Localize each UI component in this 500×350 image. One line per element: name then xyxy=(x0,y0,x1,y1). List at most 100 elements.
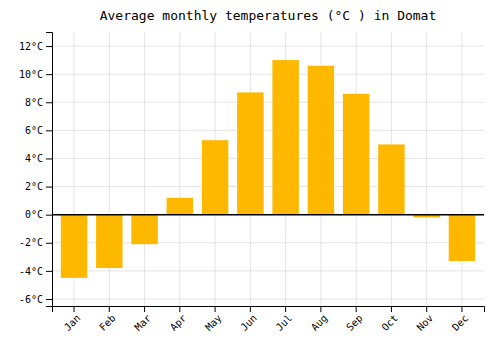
x-tick: Jul xyxy=(274,306,295,333)
y-tick-label: -2°C xyxy=(19,237,43,248)
y-tick-mark xyxy=(46,74,52,75)
y-tick-mark xyxy=(46,243,52,244)
x-tick: May xyxy=(203,306,224,333)
y-tick-label: 4°C xyxy=(25,153,43,164)
x-grid-line xyxy=(426,32,427,306)
y-tick-label: 10°C xyxy=(19,69,43,80)
x-tick: Mar xyxy=(133,306,154,333)
x-tick-mark xyxy=(391,306,392,312)
x-tick-label: Apr xyxy=(168,312,189,333)
x-tick-mark xyxy=(215,306,216,312)
x-tick-label: Sep xyxy=(344,312,365,333)
bar xyxy=(202,140,228,214)
x-axis: Jan Feb Mar Apr May Jun Jul Aug Sep Oct Nov Dec xyxy=(53,306,485,333)
chart: -6°C -4°C -2°C 0°C 2°C 4°C 6°C 8°C 10°C 12°C Jan Fe… xyxy=(0,0,500,350)
y-tick: 6°C xyxy=(25,125,52,136)
x-tick-label: Jun xyxy=(238,312,259,333)
y-axis: -6°C -4°C -2°C 0°C 2°C 4°C 6°C 8°C 10°C 12°C xyxy=(19,33,53,307)
x-grid-line xyxy=(461,32,462,306)
y-tick: 0°C xyxy=(25,209,52,220)
y-grid-line xyxy=(52,186,484,187)
y-tick: 4°C xyxy=(25,153,52,164)
y-tick-mark xyxy=(46,46,52,47)
y-grid-line xyxy=(52,74,484,75)
y-tick-label: 8°C xyxy=(25,97,43,108)
x-tick-mark xyxy=(144,306,145,312)
x-tick-label: Feb xyxy=(97,312,118,333)
x-tick-label: Nov xyxy=(415,312,436,333)
x-tick: Jan xyxy=(62,306,83,333)
y-tick-mark xyxy=(46,130,52,131)
x-tick-mark xyxy=(356,306,357,312)
x-tick-mark xyxy=(461,306,462,312)
y-tick: 8°C xyxy=(25,97,52,108)
plot: -6°C -4°C -2°C 0°C 2°C 4°C 6°C 8°C 10°C 12°C Jan Fe… xyxy=(19,32,485,333)
y-tick-label: -4°C xyxy=(19,266,43,277)
x-tick-mark xyxy=(426,306,427,312)
y-tick: -4°C xyxy=(19,266,52,277)
y-tick-mark xyxy=(46,299,52,300)
y-grid-line xyxy=(52,214,484,215)
y-tick: -6°C xyxy=(19,294,52,305)
x-tick-mark xyxy=(320,306,321,312)
zero-line xyxy=(52,214,484,216)
bar xyxy=(237,92,263,214)
y-tick-mark xyxy=(46,102,52,103)
y-tick-mark xyxy=(46,158,52,159)
y-tick-label: 12°C xyxy=(19,41,43,52)
x-tick-mark xyxy=(109,306,110,312)
x-axis-line xyxy=(53,307,485,313)
y-tick-label: 0°C xyxy=(25,209,43,220)
x-tick: Oct xyxy=(379,306,400,333)
x-tick: Apr xyxy=(168,306,189,333)
y-tick: 12°C xyxy=(19,41,52,52)
x-tick: Sep xyxy=(344,306,365,333)
y-grid-line xyxy=(52,130,484,131)
y-tick-mark xyxy=(46,187,52,188)
y-grid-line xyxy=(52,158,484,159)
x-tick-label: Jul xyxy=(274,312,295,333)
x-tick-mark xyxy=(74,306,75,312)
x-tick: Aug xyxy=(309,306,330,333)
y-tick: -2°C xyxy=(19,237,52,248)
x-grid-line xyxy=(179,32,180,306)
bars xyxy=(61,60,475,278)
y-tick-mark xyxy=(46,271,52,272)
y-grid-line xyxy=(52,298,484,299)
x-tick: Dec xyxy=(450,306,471,333)
y-grid-line xyxy=(52,102,484,103)
y-tick-label: -6°C xyxy=(19,294,43,305)
x-tick-label: May xyxy=(203,312,224,333)
bar xyxy=(378,144,404,214)
y-axis-line xyxy=(46,33,53,307)
bar xyxy=(167,198,193,215)
x-tick-mark xyxy=(285,306,286,312)
bar xyxy=(61,215,87,278)
bar xyxy=(449,215,475,261)
y-grid-line xyxy=(52,46,484,47)
x-tick: Jun xyxy=(238,306,259,333)
x-tick-mark xyxy=(179,306,180,312)
x-tick-label: Dec xyxy=(450,312,471,333)
x-tick-label: Jan xyxy=(62,312,83,333)
y-tick-mark xyxy=(46,215,52,216)
title: Average monthly temperatures (°C ) in Do… xyxy=(100,8,437,23)
bar xyxy=(131,215,157,245)
x-grid-line xyxy=(144,32,145,306)
bar xyxy=(272,60,298,215)
grid xyxy=(52,32,484,306)
x-tick: Feb xyxy=(97,306,118,333)
bar xyxy=(308,66,334,215)
x-tick-label: Mar xyxy=(133,312,154,333)
x-tick: Nov xyxy=(415,306,436,333)
bar xyxy=(343,94,369,215)
y-grid-line xyxy=(52,270,484,271)
y-tick-label: 6°C xyxy=(25,125,43,136)
x-tick-label: Aug xyxy=(309,312,330,333)
x-tick-label: Oct xyxy=(379,312,400,333)
x-tick-mark xyxy=(250,306,251,312)
y-tick: 10°C xyxy=(19,69,52,80)
bar xyxy=(96,215,122,268)
y-tick-label: 2°C xyxy=(25,181,43,192)
y-tick: 2°C xyxy=(25,181,52,192)
